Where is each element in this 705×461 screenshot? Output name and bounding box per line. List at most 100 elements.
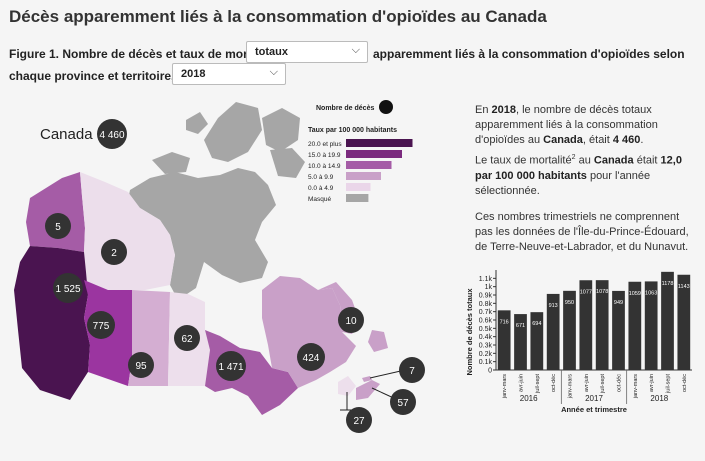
x-tick-label: juil-sept — [600, 374, 606, 394]
bubble-value: 1 471 — [218, 362, 243, 373]
year-select[interactable]: 2018 ⌵ — [172, 63, 286, 85]
nunavut-region[interactable] — [128, 102, 305, 300]
x-tick-label: oct-déc — [617, 374, 623, 392]
bar[interactable] — [677, 274, 691, 370]
legend-item-label: 15.0 à 19.9 — [308, 152, 341, 159]
bar[interactable] — [628, 281, 642, 370]
bubble-value: 424 — [303, 353, 320, 364]
legend-item-swatch — [346, 161, 392, 169]
bubble-new-brunswick[interactable]: 27 — [346, 407, 372, 433]
legend-item-swatch — [346, 172, 381, 180]
legend-item-swatch — [346, 183, 371, 191]
bubble-yukon[interactable]: 5 — [45, 213, 71, 239]
bar-value-label: 1063 — [645, 290, 657, 296]
quarterly-bar-chart: 00.1k0.2k0.3k0.4k0.5k0.6k0.7k0.8k0.9k1k1… — [465, 270, 692, 412]
y-tick-label: 0.1k — [479, 359, 493, 366]
y-tick-label: 0.3k — [479, 343, 493, 350]
bar[interactable] — [514, 314, 527, 370]
legend-rate-title: Taux par 100 000 habitants — [308, 127, 397, 134]
legend-item-label: 5.0 à 9.9 — [308, 174, 334, 181]
bar-value-label: 949 — [614, 300, 623, 306]
bar-value-label: 913 — [549, 303, 558, 309]
national-bubble-value: 4 460 — [99, 130, 124, 141]
measure-select[interactable]: totaux ⌵ — [246, 41, 368, 63]
y-axis-title: Nombre de décès totaux — [465, 288, 474, 376]
bubble-ontario[interactable]: 1 471 — [216, 351, 246, 381]
bubble-value: 10 — [345, 316, 357, 327]
bubble-newfoundland-labrador[interactable]: 10 — [338, 307, 364, 333]
bar-value-label: 1143 — [678, 284, 690, 290]
x-tick-label: janv-mars — [633, 374, 639, 399]
y-tick-label: 0.7k — [479, 309, 493, 316]
bubble-value: 62 — [181, 334, 193, 345]
y-tick-label: 0.2k — [479, 351, 493, 358]
y-tick-label: 0.9k — [479, 293, 493, 300]
bar-value-label: 716 — [500, 319, 509, 325]
legend-count-circle — [379, 100, 393, 114]
legend-item-label: 0.0 à 4.9 — [308, 185, 334, 192]
bubble-bc[interactable]: 1 525 — [53, 273, 83, 303]
nova-scotia-region[interactable] — [356, 380, 380, 400]
bar[interactable] — [595, 280, 609, 370]
description-paragraph-2: Le taux de mortalité2 au Canada était 12… — [475, 154, 682, 197]
y-tick-label: 1.1k — [479, 276, 493, 283]
newfoundland-island[interactable] — [368, 330, 388, 352]
figure-caption-line1-prefix: Figure 1. Nombre de décès et taux de mor… — [9, 47, 276, 61]
x-tick-label: avr-juin — [584, 374, 590, 392]
bubble-saskatchewan[interactable]: 95 — [128, 352, 154, 378]
bubble-quebec[interactable]: 424 — [297, 343, 325, 371]
chevron-down-icon: ⌵ — [351, 44, 360, 56]
figure-caption-line2-prefix: chaque province et territoire, en — [9, 69, 192, 83]
bubble-manitoba[interactable]: 62 — [174, 325, 200, 351]
bar[interactable] — [563, 290, 576, 370]
x-year-label: 2017 — [585, 394, 603, 403]
bar[interactable] — [579, 280, 593, 370]
bubble-value: 57 — [397, 398, 409, 409]
legend-item-swatch — [346, 194, 369, 202]
description-paragraph-3: Ces nombres trimestriels ne comprennent … — [475, 211, 689, 253]
y-tick-label: 0.5k — [479, 326, 493, 333]
bar[interactable] — [530, 312, 544, 370]
y-tick-label: 0 — [488, 368, 492, 375]
year-select-value: 2018 — [181, 68, 206, 80]
x-tick-label: juil-sept — [535, 374, 541, 394]
bar[interactable] — [612, 290, 625, 370]
legend-item-swatch — [346, 139, 413, 147]
bar-value-label: 671 — [516, 323, 525, 329]
chevron-down-icon: ⌵ — [269, 66, 278, 78]
bar[interactable] — [661, 271, 674, 370]
pei-region[interactable] — [362, 376, 372, 382]
y-tick-label: 1k — [485, 284, 493, 291]
legend-item-swatch — [346, 150, 402, 158]
description-paragraph-1: En 2018, le nombre de décès totaux appar… — [475, 104, 658, 146]
bubble-nwt[interactable]: 2 — [101, 239, 127, 265]
bc-region[interactable] — [14, 246, 90, 400]
ontario-region[interactable] — [205, 330, 298, 415]
bar[interactable] — [644, 281, 658, 370]
nwt-region[interactable] — [80, 172, 175, 290]
canada-map: Canada 4 460 5 2 1 525 775 95 62 1 471 4… — [14, 100, 425, 433]
x-tick-label: janv-mars — [502, 374, 508, 399]
bar-value-label: 1078 — [596, 289, 608, 295]
legend-count-label: Nombre de décès — [316, 105, 374, 112]
bubble-value: 1 525 — [55, 284, 80, 295]
bubble-nova-scotia[interactable]: 57 — [390, 389, 416, 415]
bubble-pei[interactable]: 7 — [399, 357, 425, 383]
page-title: Décès apparemment liés à la consommation… — [9, 7, 547, 26]
national-bubble[interactable]: 4 460 — [97, 119, 127, 149]
bar[interactable] — [497, 310, 511, 370]
bubble-alberta[interactable]: 775 — [87, 311, 115, 339]
bubble-value: 2 — [111, 248, 117, 259]
x-year-label: 2016 — [520, 394, 538, 403]
bar-value-label: 694 — [532, 321, 541, 327]
x-axis-title: Année et trimestre — [561, 405, 627, 412]
new-brunswick-region[interactable] — [338, 376, 356, 396]
x-year-label: 2018 — [650, 394, 668, 403]
bubble-value: 5 — [55, 222, 61, 233]
yukon-region[interactable] — [26, 172, 85, 252]
x-tick-label: oct-déc — [682, 374, 688, 392]
quebec-region[interactable] — [262, 276, 356, 388]
map-legend: Nombre de décès Taux par 100 000 habitan… — [308, 100, 413, 203]
bubble-value: 7 — [409, 366, 415, 377]
bar[interactable] — [546, 293, 560, 370]
